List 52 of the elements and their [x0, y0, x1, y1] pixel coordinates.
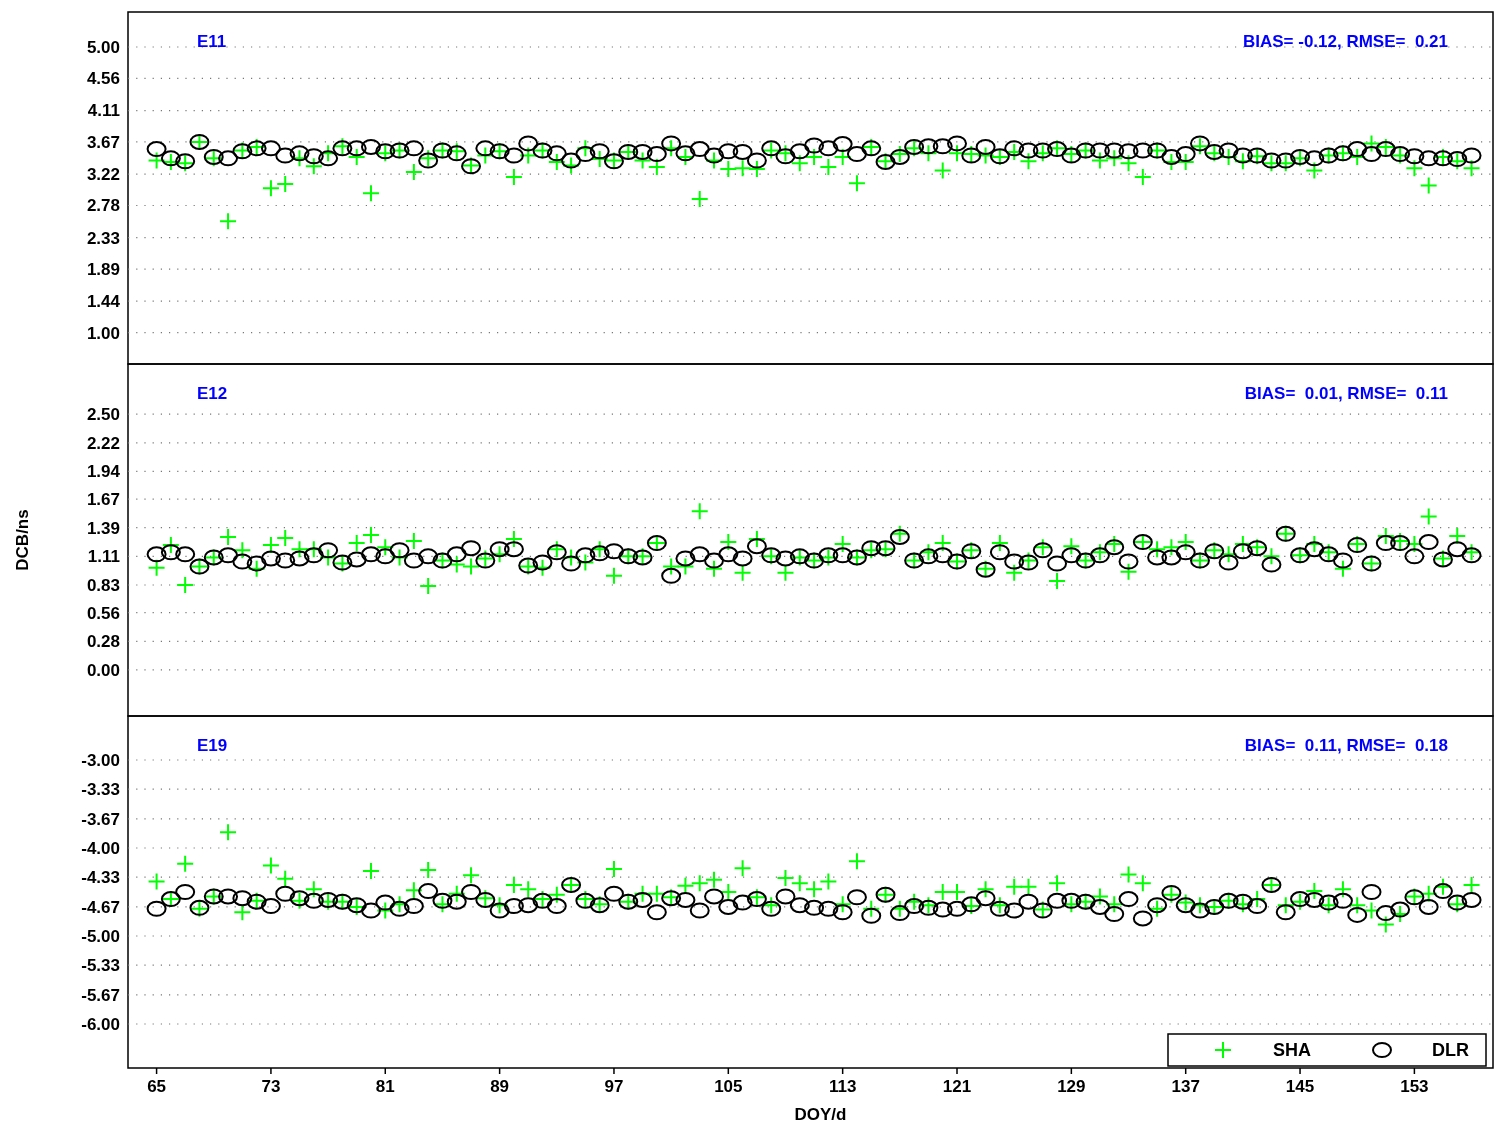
y-tick-label: 0.56 — [86, 603, 120, 623]
y-tick-label: 3.22 — [86, 165, 120, 185]
annotation: E12 — [197, 384, 228, 403]
x-tick-label: 153 — [1400, 1077, 1429, 1096]
y-tick-label: 1.67 — [86, 490, 120, 510]
x-tick-label: 145 — [1285, 1077, 1315, 1096]
y-tick-label: -4.33 — [81, 867, 120, 887]
annotation: BIAS= 0.01, RMSE= 0.11 — [1244, 384, 1448, 403]
y-tick-label: 0.28 — [86, 632, 120, 652]
y-tick-label: -5.00 — [81, 926, 120, 946]
x-tick-label: 105 — [714, 1077, 743, 1096]
y-tick-label: 4.11 — [87, 101, 120, 121]
x-tick-label: 113 — [828, 1077, 857, 1096]
x-tick-label: 97 — [604, 1077, 624, 1096]
x-tick-label: 65 — [147, 1077, 167, 1096]
x-tick-label: 81 — [375, 1077, 395, 1096]
y-tick-label: 1.94 — [86, 462, 121, 482]
y-tick-label: 2.22 — [86, 433, 120, 453]
x-tick-label: 121 — [942, 1077, 972, 1096]
y-tick-label: -6.00 — [81, 1014, 120, 1034]
legend-label: DLR — [1432, 1040, 1469, 1060]
annotation: E19 — [197, 736, 228, 755]
y-axis-title: DCB/ns — [13, 509, 32, 571]
x-tick-label: 137 — [1171, 1077, 1200, 1096]
annotation: BIAS= -0.12, RMSE= 0.21 — [1242, 32, 1448, 51]
y-tick-label: 1.11 — [87, 547, 120, 567]
y-tick-label: 4.56 — [86, 69, 120, 89]
y-tick-label: 3.67 — [86, 132, 120, 152]
x-axis-title: DOY/d — [794, 1105, 847, 1124]
y-tick-label: -4.67 — [81, 897, 120, 917]
y-tick-label: 1.89 — [86, 259, 120, 279]
annotation: BIAS= 0.11, RMSE= 0.18 — [1244, 736, 1448, 755]
x-tick-label: 89 — [490, 1077, 510, 1096]
x-tick-label: 73 — [261, 1077, 281, 1096]
y-tick-label: 2.50 — [86, 405, 120, 425]
y-tick-label: 2.78 — [86, 196, 120, 216]
y-tick-label: 1.00 — [86, 323, 120, 343]
y-tick-label: 1.44 — [86, 292, 121, 312]
y-tick-label: 1.39 — [86, 518, 120, 538]
y-tick-label: 0.83 — [86, 575, 120, 595]
x-tick-label: 129 — [1057, 1077, 1086, 1096]
y-tick-label: -3.00 — [81, 750, 120, 770]
y-tick-label: -5.33 — [81, 955, 120, 975]
y-tick-label: -3.67 — [81, 809, 120, 829]
y-tick-label: -3.33 — [81, 779, 120, 799]
y-tick-label: -5.67 — [81, 985, 120, 1005]
y-tick-label: 0.00 — [86, 660, 120, 680]
y-tick-label: 2.33 — [86, 228, 120, 248]
y-tick-label: 5.00 — [86, 37, 120, 57]
y-tick-label: -4.00 — [81, 838, 120, 858]
annotation: E11 — [197, 32, 227, 51]
legend-label: SHA — [1273, 1040, 1312, 1060]
